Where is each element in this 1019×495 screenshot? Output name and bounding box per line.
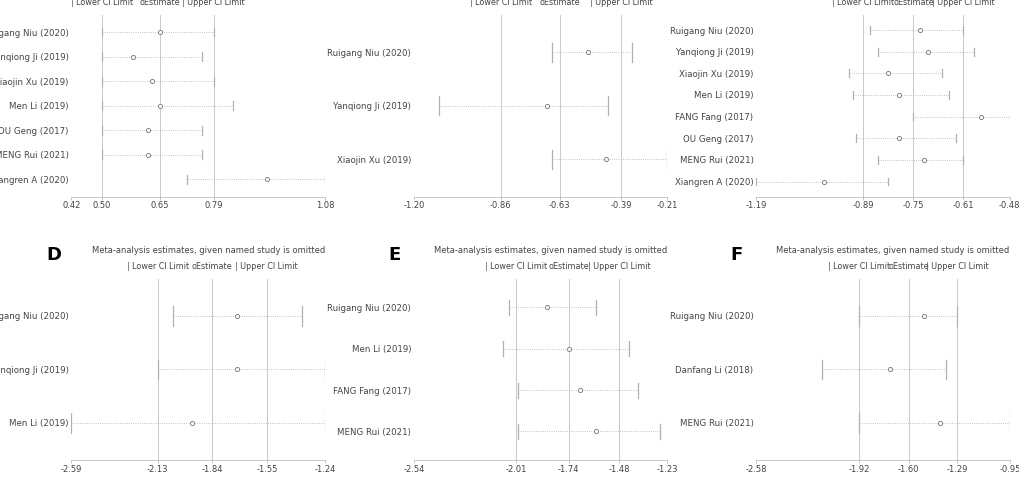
Text: | Lower CI Limit: | Lower CI Limit (485, 262, 547, 271)
Text: | Lower CI Limit: | Lower CI Limit (832, 0, 894, 7)
Text: | Upper CI Limit: | Upper CI Limit (587, 262, 650, 271)
Text: oEstimate: oEstimate (888, 262, 928, 271)
Text: | Lower CI Limit: | Lower CI Limit (827, 262, 889, 271)
Text: oEstimate: oEstimate (192, 262, 232, 271)
Text: oEstimate: oEstimate (140, 0, 180, 7)
Text: Meta-analysis estimates, given named study is omitted: Meta-analysis estimates, given named stu… (434, 246, 666, 255)
Text: | Lower CI Limit: | Lower CI Limit (126, 262, 189, 271)
Text: oEstimate: oEstimate (548, 262, 588, 271)
Text: | Upper CI Limit: | Upper CI Limit (589, 0, 652, 7)
Text: | Upper CI Limit: | Upper CI Limit (182, 0, 245, 7)
Text: | Lower CI Limit: | Lower CI Limit (470, 0, 532, 7)
Text: Meta-analysis estimates, given named study is omitted: Meta-analysis estimates, given named stu… (92, 246, 325, 255)
Text: F: F (730, 246, 742, 264)
Text: D: D (46, 246, 61, 264)
Text: oEstimate: oEstimate (893, 0, 932, 7)
Text: | Upper CI Limit: | Upper CI Limit (931, 0, 994, 7)
Text: Meta-analysis estimates, given named study is omitted: Meta-analysis estimates, given named stu… (775, 246, 1009, 255)
Text: | Upper CI Limit: | Upper CI Limit (924, 262, 987, 271)
Text: oEstimate: oEstimate (539, 0, 580, 7)
Text: | Upper CI Limit: | Upper CI Limit (235, 262, 298, 271)
Text: E: E (388, 246, 400, 264)
Text: | Lower CI Limit: | Lower CI Limit (71, 0, 133, 7)
